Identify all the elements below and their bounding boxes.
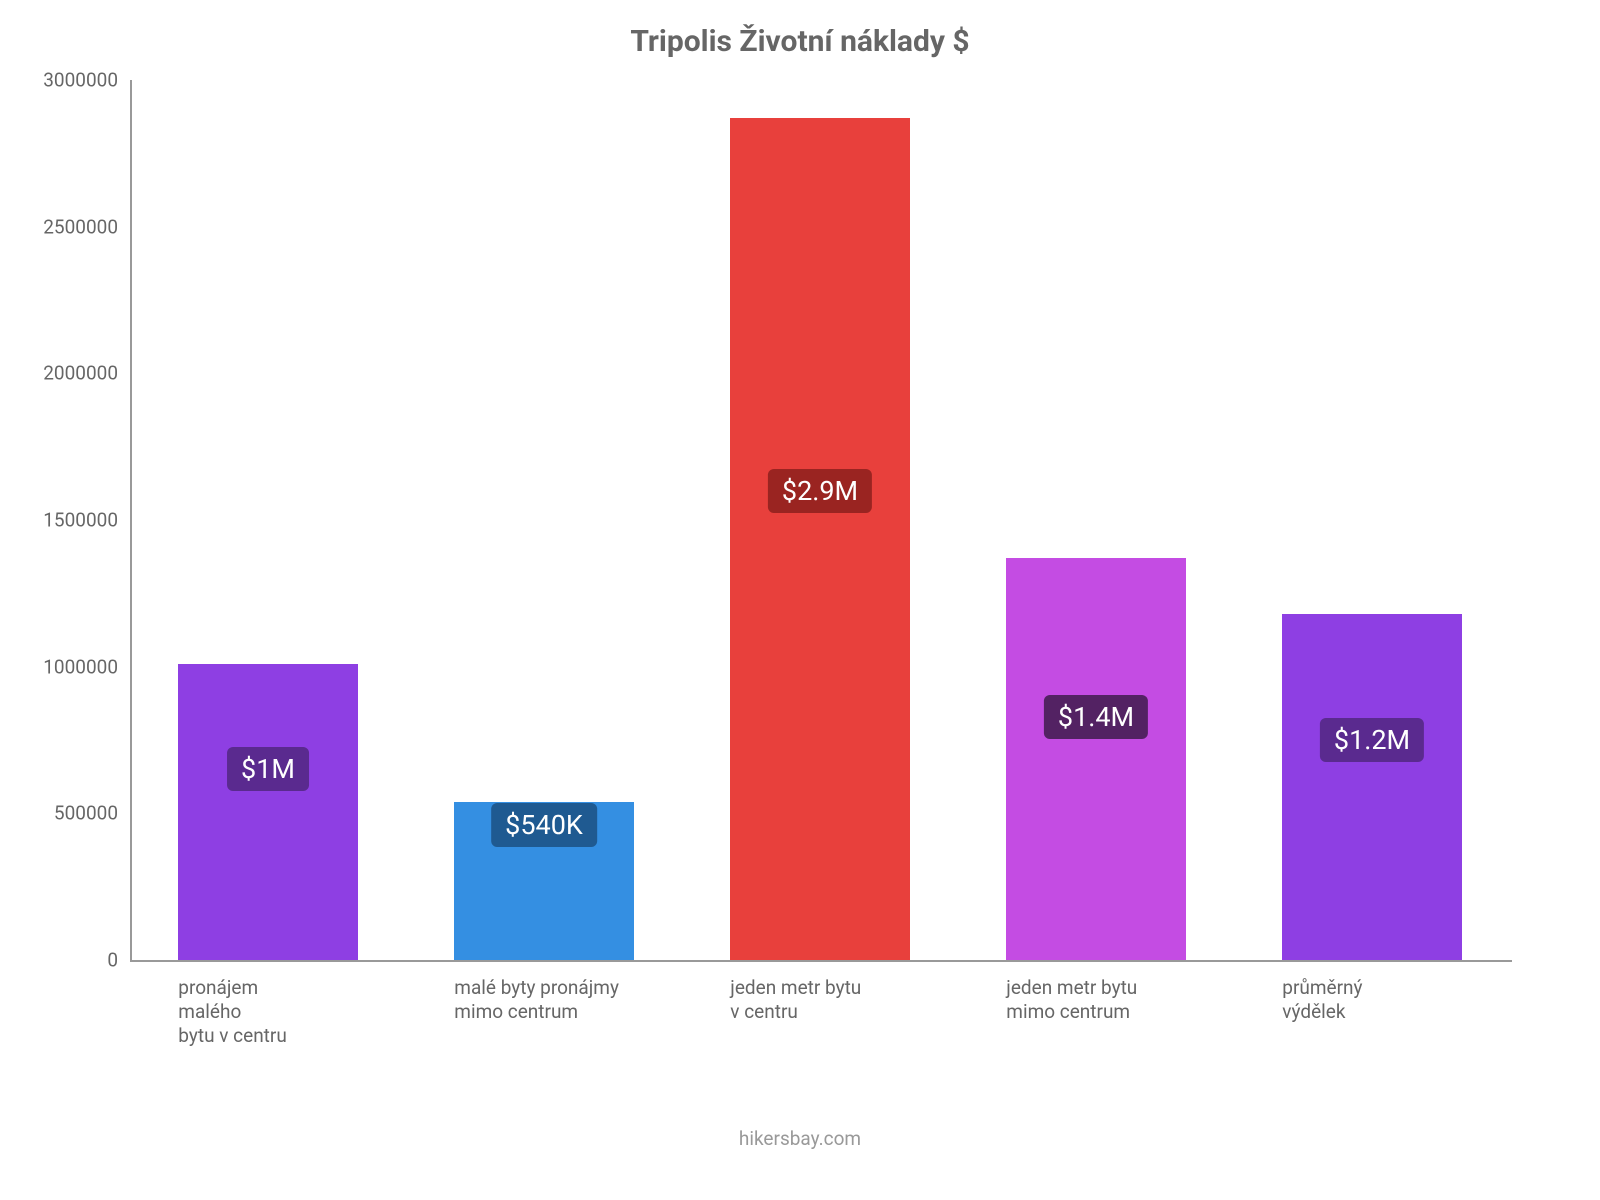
x-tick-label: průměrný výdělek: [1282, 976, 1481, 1024]
y-tick-label: 1000000: [43, 655, 118, 678]
x-tick-label: malé byty pronájmy mimo centrum: [454, 976, 653, 1024]
bar-value-label: $1.4M: [1044, 695, 1148, 739]
y-tick-label: 2000000: [43, 362, 118, 385]
bar-value-label: $1M: [227, 747, 309, 791]
bar-value-label: $2.9M: [768, 469, 872, 513]
bar: [1282, 614, 1461, 960]
x-tick-label: pronájem malého bytu v centru: [178, 976, 377, 1047]
bar: [730, 118, 909, 960]
bar: [178, 664, 357, 960]
bar-value-label: $1.2M: [1320, 718, 1424, 762]
y-tick-label: 3000000: [43, 69, 118, 92]
source-label: hikersbay.com: [0, 1127, 1600, 1150]
cost-of-living-chart: Tripolis Životní náklady $ hikersbay.com…: [0, 0, 1600, 1200]
bar-value-label: $540K: [491, 803, 597, 847]
x-tick-label: jeden metr bytu mimo centrum: [1006, 976, 1205, 1024]
x-tick-label: jeden metr bytu v centru: [730, 976, 929, 1024]
y-tick-label: 2500000: [43, 215, 118, 238]
y-tick-label: 1500000: [43, 509, 118, 532]
bar: [1006, 558, 1185, 960]
y-tick-label: 500000: [54, 802, 118, 825]
chart-title: Tripolis Životní náklady $: [0, 24, 1600, 59]
y-tick-label: 0: [107, 949, 118, 972]
